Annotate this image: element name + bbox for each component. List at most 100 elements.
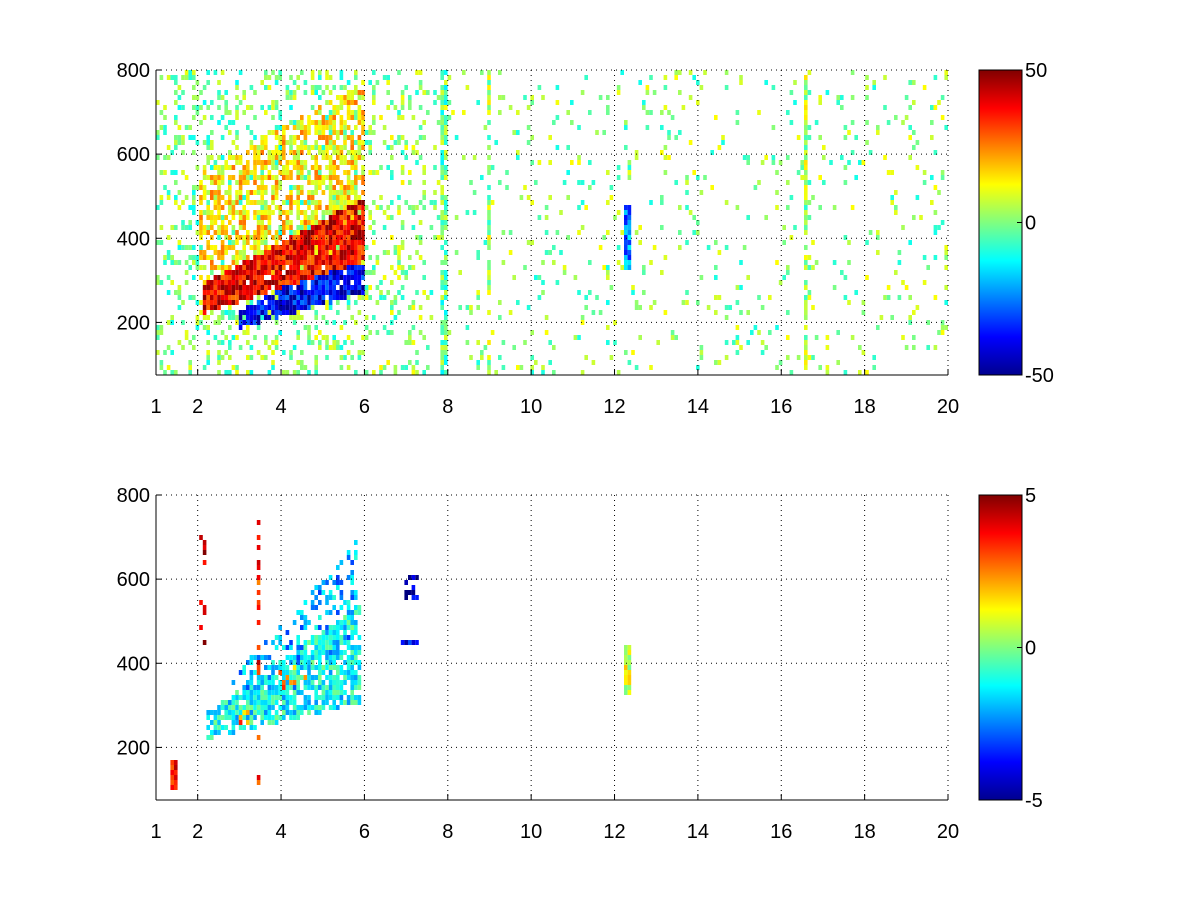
- heatmap-cell: [296, 715, 300, 720]
- heatmap-cell: [307, 705, 311, 710]
- heatmap-cell: [328, 140, 333, 145]
- heatmap-cell: [325, 300, 329, 305]
- heatmap-cell: [271, 315, 275, 320]
- heatmap-cell: [541, 370, 545, 375]
- heatmap-cell: [246, 285, 250, 290]
- heatmap-cell: [264, 270, 268, 275]
- heatmap-cell: [336, 205, 340, 210]
- heatmap-cell: [303, 90, 308, 95]
- heatmap-cell: [739, 75, 743, 80]
- heatmap-cell: [220, 310, 225, 315]
- heatmap-cell: [901, 280, 905, 285]
- heatmap-cell: [350, 165, 354, 170]
- heatmap-cell: [393, 365, 398, 370]
- heatmap-cell: [688, 210, 693, 215]
- heatmap-cell: [235, 265, 239, 270]
- heatmap-cell: [217, 170, 221, 175]
- heatmap-cell: [336, 640, 340, 645]
- heatmap-cell: [357, 230, 362, 235]
- heatmap-cell: [487, 185, 491, 190]
- heatmap-cell: [249, 300, 254, 305]
- heatmap-cell: [930, 175, 934, 180]
- heatmap-cell: [339, 665, 344, 670]
- heatmap-cell: [487, 105, 491, 110]
- heatmap-cell: [292, 95, 297, 100]
- heatmap-cell: [566, 235, 570, 240]
- heatmap-cell: [390, 310, 394, 315]
- heatmap-cell: [487, 85, 491, 90]
- heatmap-cell: [328, 665, 333, 670]
- heatmap-cell: [760, 350, 765, 355]
- heatmap-cell: [170, 760, 174, 765]
- heatmap-cell: [444, 105, 448, 110]
- heatmap-cell: [804, 355, 808, 360]
- heatmap-cell: [246, 265, 250, 270]
- heatmap-cell: [616, 245, 621, 250]
- heatmap-cell: [235, 230, 239, 235]
- heatmap-cell: [854, 290, 858, 295]
- heatmap-cell: [541, 365, 545, 370]
- heatmap-cell: [408, 590, 412, 595]
- heatmap-cell: [325, 235, 329, 240]
- heatmap-cell: [242, 710, 246, 715]
- heatmap-cell: [624, 350, 628, 355]
- heatmap-cell: [487, 230, 491, 235]
- heatmap-cell: [303, 135, 308, 140]
- heatmap-cell: [220, 700, 225, 705]
- heatmap-cell: [206, 155, 210, 160]
- heatmap-cell: [825, 365, 830, 370]
- heatmap-cell: [213, 285, 218, 290]
- x-tick-label: 4: [275, 396, 286, 418]
- heatmap-cell: [357, 200, 362, 205]
- heatmap-cell: [246, 240, 250, 245]
- heatmap-cell: [271, 115, 275, 120]
- heatmap-cell: [444, 255, 448, 260]
- heatmap-cell: [332, 165, 336, 170]
- heatmap-cell: [199, 120, 203, 125]
- heatmap-cell: [264, 135, 268, 140]
- heatmap-cell: [354, 160, 358, 165]
- heatmap-cell: [336, 625, 340, 630]
- heatmap-cell: [361, 180, 365, 185]
- heatmap-cell: [404, 200, 408, 205]
- x-tick-label: 6: [359, 396, 370, 418]
- heatmap-cell: [346, 610, 351, 615]
- heatmap-cell: [195, 95, 200, 100]
- heatmap-cell: [332, 265, 336, 270]
- heatmap-cell: [422, 135, 426, 140]
- heatmap-cell: [577, 205, 581, 210]
- heatmap-cell: [512, 130, 516, 135]
- heatmap-cell: [296, 360, 300, 365]
- heatmap-cell: [289, 660, 293, 665]
- heatmap-cell: [307, 115, 311, 120]
- heatmap-cell: [469, 305, 473, 310]
- heatmap-cell: [300, 650, 304, 655]
- heatmap-cell: [328, 155, 333, 160]
- heatmap-cell: [307, 300, 311, 305]
- heatmap-cell: [627, 655, 632, 660]
- heatmap-cell: [256, 580, 261, 585]
- heatmap-cell: [343, 290, 347, 295]
- heatmap-cell: [278, 665, 282, 670]
- heatmap-cell: [357, 205, 362, 210]
- heatmap-cell: [699, 190, 704, 195]
- heatmap-cell: [246, 275, 250, 280]
- heatmap-cell: [300, 115, 304, 120]
- heatmap-cell: [296, 305, 300, 310]
- heatmap-cell: [235, 365, 239, 370]
- heatmap-cell: [184, 225, 189, 230]
- heatmap-cell: [321, 695, 326, 700]
- heatmap-cell: [249, 175, 254, 180]
- heatmap-cell: [274, 645, 279, 650]
- heatmap-cell: [289, 175, 293, 180]
- heatmap-cell: [188, 340, 192, 345]
- heatmap-cell: [440, 110, 444, 115]
- heatmap-cell: [487, 135, 491, 140]
- heatmap-cell: [357, 195, 362, 200]
- heatmap-cell: [332, 660, 336, 665]
- heatmap-cell: [224, 290, 228, 295]
- heatmap-cell: [242, 180, 246, 185]
- heatmap-cell: [354, 215, 358, 220]
- heatmap-cell: [339, 695, 344, 700]
- heatmap-cell: [228, 710, 232, 715]
